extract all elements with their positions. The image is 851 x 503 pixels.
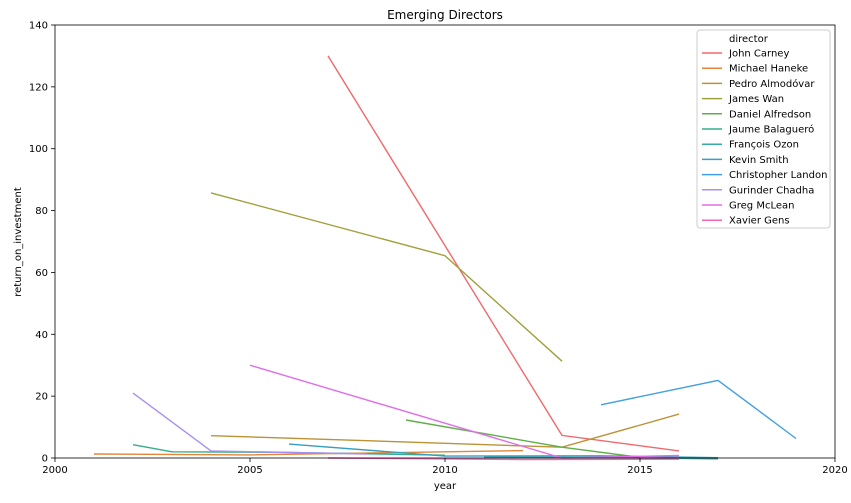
legend-label-5: Jaume Balagueró [728, 124, 814, 136]
legend-title: director [729, 34, 769, 45]
legend-label-4: Daniel Alfredson [729, 109, 811, 120]
legend-items: John Carney Michael Haneke Pedro Almodóvar… [702, 49, 827, 227]
series-line-8 [600, 379, 797, 440]
legend-label-10: Greg McLean [729, 201, 794, 212]
legend-label-2: Pedro Almodóvar [729, 78, 815, 90]
y-tick-label-7: 140 [29, 21, 48, 32]
series-line-11 [327, 457, 680, 461]
series-line-7 [288, 443, 719, 459]
chart-title: Emerging Directors [387, 8, 503, 22]
legend-label-11: Xavier Gens [729, 216, 790, 227]
legend-label-3: James Wan [728, 94, 784, 105]
legend-label-6: François Ozon [729, 140, 799, 151]
series-line-0 [327, 55, 680, 452]
legend: director John Carney Michael Haneke Pedro … [696, 29, 831, 229]
y-tick-label-5: 100 [29, 144, 48, 155]
y-tick-label-6: 120 [29, 82, 48, 93]
legend-label-9: Gurinder Chadha [729, 185, 814, 196]
y-tick-label-0: 0 [42, 454, 48, 465]
series-line-9 [132, 392, 368, 455]
x-tick-label-1: 2005 [237, 465, 262, 476]
series-line-3 [210, 192, 563, 362]
legend-label-1: Michael Haneke [729, 64, 808, 75]
y-tick-label-3: 60 [35, 268, 48, 279]
y-tick-label-2: 40 [35, 330, 48, 341]
series-line-2 [210, 413, 680, 448]
y-axis: 0 20 40 60 80 100 120 140 [29, 21, 55, 465]
y-axis-label: return_on_investment [13, 187, 24, 297]
x-tick-label-0: 2000 [42, 465, 67, 476]
x-tick-label-4: 2020 [822, 465, 847, 476]
x-tick-label-3: 2015 [627, 465, 652, 476]
series-line-4 [405, 419, 641, 459]
x-tick-label-2: 2010 [432, 465, 457, 476]
y-tick-label-4: 80 [35, 206, 48, 217]
legend-label-7: Kevin Smith [729, 155, 789, 166]
x-axis-label: year [434, 481, 457, 492]
legend-label-0: John Carney [728, 49, 789, 60]
x-axis: 2000 2005 2010 2015 2020 [42, 458, 848, 476]
y-tick-label-1: 20 [35, 392, 48, 403]
legend-box [696, 29, 831, 229]
legend-label-8: Christopher Landon [729, 170, 827, 181]
